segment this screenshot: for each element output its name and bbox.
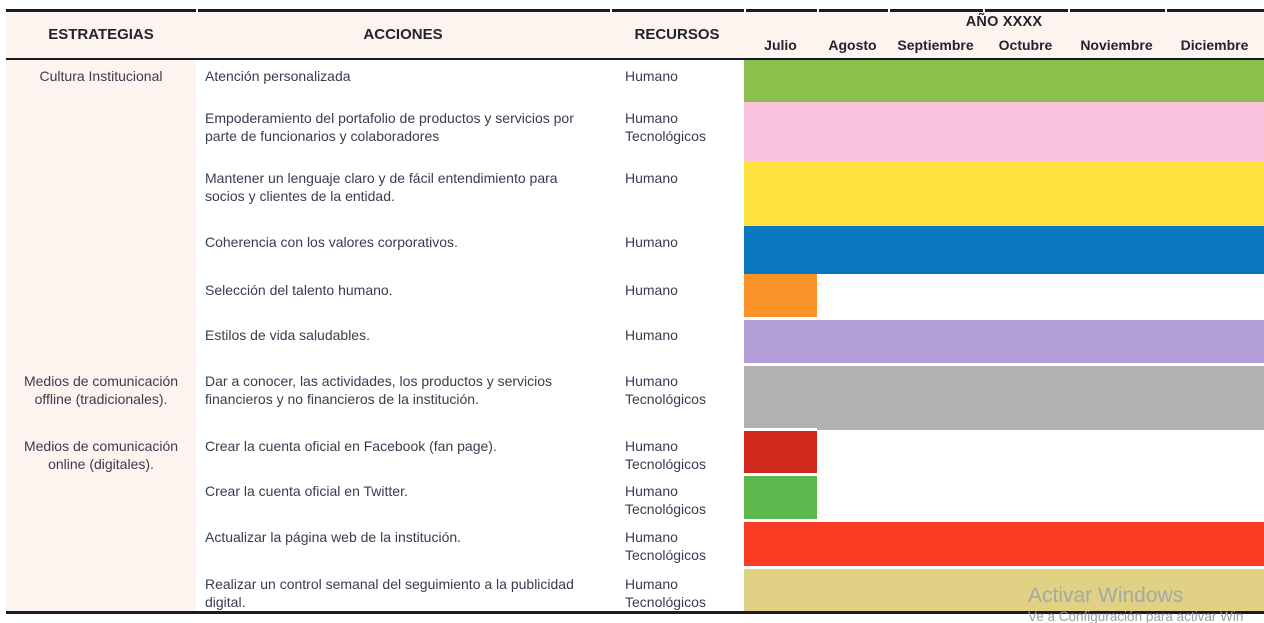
action-cell: Realizar un control semanal del seguimie… <box>196 567 610 613</box>
month-header-septiembre: Septiembre <box>888 31 983 60</box>
table-row: Estilos de vida saludables. Humano <box>6 317 1264 365</box>
strategy-cell: Medios de comunicación offline (tradicio… <box>6 364 196 430</box>
strategy-cell: Cultura Institucional <box>6 58 196 365</box>
table-row: Medios de comunicación offline (tradicio… <box>6 363 1264 430</box>
table-row: Selección del talento humano. Humano <box>6 273 1264 319</box>
year-header: AÑO XXXX <box>744 10 1264 32</box>
table-row: Cultura Institucional Atención personali… <box>6 58 1264 365</box>
table-row: Actualizar la página web de la instituci… <box>6 519 1264 568</box>
gantt-empty <box>817 474 1264 521</box>
column-header-recursos: RECURSOS <box>610 10 744 60</box>
gantt-bar <box>744 161 1264 226</box>
gantt-empty <box>817 273 1264 319</box>
resources-cell: Humano Tecnológicos <box>610 364 744 430</box>
column-header-acciones: ACCIONES <box>196 10 610 60</box>
activation-watermark-title: Activar Windows <box>1028 584 1184 607</box>
action-cell: Actualizar la página web de la instituci… <box>196 520 610 568</box>
table-row: Crear la cuenta oficial en Twitter. Huma… <box>6 473 1264 521</box>
month-header-agosto: Agosto <box>817 31 888 60</box>
month-header-diciembre: Diciembre <box>1165 31 1264 60</box>
table-row: Empoderamiento del portafolio de product… <box>6 101 1264 162</box>
gantt-bar <box>744 363 1264 430</box>
gantt-bar <box>744 273 817 319</box>
resources-cell: Humano <box>610 58 744 102</box>
table-row: Mantener un lenguaje claro y de fácil en… <box>6 161 1264 226</box>
gantt-bar <box>744 566 1264 613</box>
gantt-bar <box>744 58 1264 102</box>
action-cell: Estilos de vida saludables. <box>196 318 610 365</box>
activation-watermark-subtitle: Ve a Configuración para activar Win <box>1028 609 1244 623</box>
gantt-bar <box>744 101 1264 162</box>
resources-cell: Humano <box>610 225 744 274</box>
table-row: Realizar un control semanal del seguimie… <box>6 566 1264 613</box>
gantt-bar <box>744 473 817 521</box>
resources-cell: Humano Tecnológicos <box>610 520 744 568</box>
table-row: Coherencia con los valores corporativos.… <box>6 225 1264 274</box>
action-cell: Empoderamiento del portafolio de product… <box>196 101 610 162</box>
month-header-octubre: Octubre <box>983 31 1068 60</box>
resources-cell: Humano <box>610 161 744 226</box>
action-cell: Crear la cuenta oficial en Facebook (fan… <box>196 429 610 475</box>
column-header-estrategias: ESTRATEGIAS <box>6 10 196 60</box>
table-row: Medios de comunicación online (digitales… <box>6 428 1264 613</box>
gantt-empty <box>817 429 1264 475</box>
resources-cell: Humano Tecnológicos <box>610 101 744 162</box>
gantt-bar <box>744 317 1264 365</box>
action-cell: Coherencia con los valores corporativos. <box>196 225 610 274</box>
strategy-cell: Medios de comunicación online (digitales… <box>6 429 196 613</box>
action-cell: Selección del talento humano. <box>196 273 610 319</box>
gantt-bar <box>744 225 1264 274</box>
header-row-year: ESTRATEGIAS ACCIONES RECURSOS AÑO XXXX <box>6 10 1264 60</box>
resources-cell: Humano Tecnológicos <box>610 474 744 521</box>
resources-cell: Humano <box>610 318 744 365</box>
top-border-notches <box>196 9 198 12</box>
resources-cell: Humano Tecnológicos <box>610 429 744 475</box>
month-header-noviembre: Noviembre <box>1068 31 1165 60</box>
resources-cell: Humano Tecnológicos <box>610 567 744 613</box>
gantt-bar <box>744 428 817 475</box>
action-cell: Dar a conocer, las actividades, los prod… <box>196 364 610 430</box>
gantt-bar <box>744 519 1264 568</box>
month-header-julio: Julio <box>744 31 817 60</box>
resources-cell: Humano <box>610 273 744 319</box>
cronograma-container: ESTRATEGIAS ACCIONES RECURSOS AÑO XXXX J… <box>6 9 1264 614</box>
action-cell: Mantener un lenguaje claro y de fácil en… <box>196 161 610 226</box>
action-cell: Atención personalizada <box>196 58 610 102</box>
cronograma-table: ESTRATEGIAS ACCIONES RECURSOS AÑO XXXX J… <box>6 9 1264 614</box>
header-row-months: Julio Agosto Septiembre Octubre Noviembr… <box>6 31 1264 60</box>
action-cell: Crear la cuenta oficial en Twitter. <box>196 474 610 521</box>
